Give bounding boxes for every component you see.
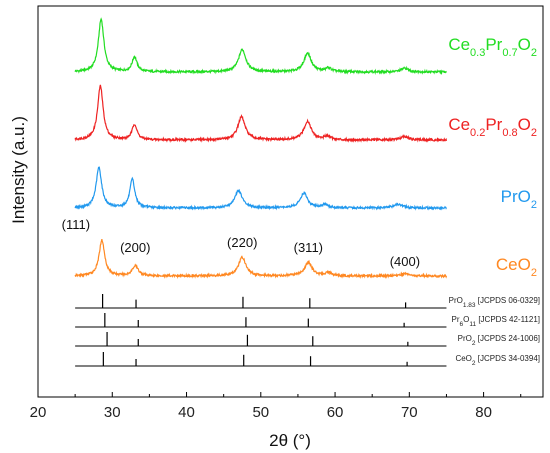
x-tick-label: 20 — [30, 404, 47, 421]
hkl-label: (311) — [294, 240, 323, 255]
x-axis-title: 2θ (°) — [269, 431, 311, 450]
x-tick-label: 70 — [401, 404, 418, 421]
hkl-label: (220) — [227, 235, 257, 250]
x-axis: 20 30 40 50 60 70 80 — [30, 392, 522, 421]
reference-label: PrO2 [JCPDS 24-1006] — [458, 334, 540, 347]
x-tick-label: 50 — [252, 404, 269, 421]
hkl-label: (200) — [120, 240, 150, 255]
series-line — [74, 84, 448, 144]
series-label: CeO2 — [496, 255, 537, 279]
series-line — [74, 238, 448, 280]
y-axis-title: Intensity (a.u.) — [9, 116, 28, 224]
reference-label: Pr6O11 [JCPDS 42-1121] — [452, 315, 541, 328]
series-label: PrO2 — [501, 187, 537, 211]
series-line — [74, 166, 447, 211]
hkl-label: (400) — [390, 254, 420, 269]
plot-frame — [37, 5, 544, 398]
series-line — [74, 17, 447, 76]
hkl-label: (111) — [62, 217, 90, 232]
x-tick-label: 80 — [475, 404, 492, 421]
x-tick-label: 60 — [327, 404, 344, 421]
hkl-label-group: (111) (200) (220) (311) (400) — [62, 217, 420, 269]
reference-label: PrO1.83 [JCPDS 06-0329] — [449, 296, 540, 309]
series-label: Ce0.2Pr0.8O2 — [448, 115, 537, 139]
x-tick-label: 30 — [104, 404, 121, 421]
reference-group: PrO1.83 [JCPDS 06-0329] Pr6O11 [JCPDS 42-… — [75, 294, 540, 367]
sample-label-group: Ce0.3Pr0.7O2 Ce0.2Pr0.8O2 PrO2 CeO2 — [448, 35, 537, 279]
reference-label: CeO2 [JCPDS 34-0394] — [455, 354, 540, 367]
series-group — [74, 17, 448, 280]
series-label: Ce0.3Pr0.7O2 — [448, 35, 537, 59]
x-tick-label: 40 — [178, 404, 195, 421]
